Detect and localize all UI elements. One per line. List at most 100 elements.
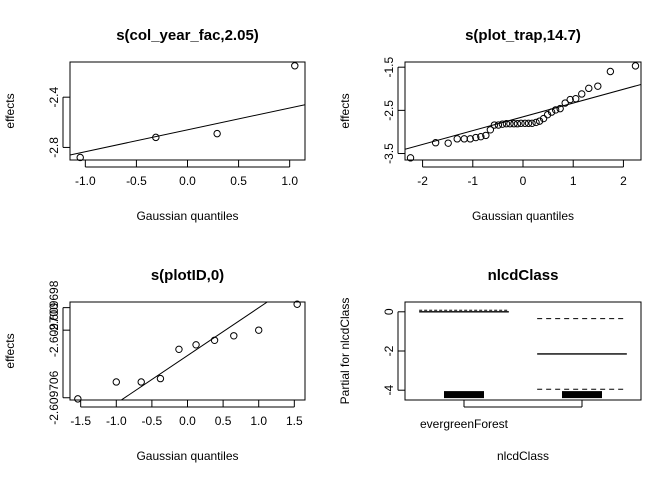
data-point (535, 117, 544, 125)
data-point (460, 135, 468, 143)
data-point (513, 120, 522, 128)
data-point (572, 94, 580, 103)
data-point (494, 121, 503, 129)
x-axis-label: Gaussian quantiles (472, 209, 574, 223)
x-tick-label: 2 (620, 174, 627, 188)
plot-frame (404, 61, 642, 161)
data-point (112, 378, 120, 386)
data-point (517, 119, 525, 128)
data-point (486, 126, 495, 134)
data-point (551, 106, 560, 114)
data-point (291, 62, 299, 70)
data-point (192, 341, 200, 349)
y-tick-label: -4 (382, 385, 396, 396)
y-tick-label: -1.5 (382, 57, 396, 78)
data-point (521, 119, 529, 128)
data-point (466, 135, 474, 143)
plot-frame (69, 301, 306, 401)
data-point (453, 135, 461, 143)
data-point (566, 95, 574, 104)
x-tick-label: -1 (467, 174, 478, 188)
data-point (482, 131, 490, 140)
data-point (472, 133, 480, 142)
data-point (477, 132, 485, 141)
qq-reference-line (405, 83, 641, 150)
x-axis-label: nlcdClass (497, 449, 549, 463)
data-point (76, 153, 84, 162)
data-point (490, 121, 499, 129)
y-axis-label: effects (3, 93, 17, 128)
x-tick-label: 1 (570, 174, 577, 188)
panel-col-year-fac: s(col_year_fac,2.05) Gaussian quantiles ef… (3, 27, 306, 223)
x-tick-label: -2 (417, 174, 428, 188)
y-tick-label: 0 (382, 308, 396, 315)
data-point (210, 336, 219, 344)
x-axis-label: Gaussian quantiles (136, 209, 238, 223)
x-tick-label: -1.5 (70, 414, 91, 428)
data-point (255, 326, 263, 334)
data-point (631, 62, 640, 70)
data-point (556, 104, 564, 113)
data-point (156, 374, 165, 383)
data-point (137, 378, 145, 386)
data-point (578, 90, 586, 98)
data-point (561, 99, 569, 107)
data-point (532, 118, 540, 127)
x-tick-label: -1.0 (75, 174, 96, 188)
data-point (585, 84, 593, 93)
x-tick-label: 0.0 (179, 414, 196, 428)
x-tick-label: 0 (520, 174, 527, 188)
panel-plot-id: s(plotID,0) Gaussian quantiles effects -1.5… (3, 267, 306, 463)
data-point (524, 119, 533, 128)
x-tick-label: 0.5 (230, 174, 247, 188)
data-point (74, 395, 82, 403)
plot-title: s(col_year_fac,2.05) (116, 27, 259, 44)
data-point (506, 120, 514, 128)
x-tick-label: 0.5 (215, 414, 232, 428)
plot-frame (69, 61, 306, 161)
y-axis-label: effects (338, 93, 352, 128)
x-tick-label: -0.5 (142, 414, 163, 428)
x-tick-label: evergreenForest (420, 417, 509, 431)
data-point (175, 345, 183, 354)
data-point (293, 300, 301, 308)
x-tick-label: 1.0 (281, 174, 298, 188)
y-tick-label: -2.609706 (47, 370, 61, 424)
y-tick-label: -2.609698 (47, 280, 61, 334)
plot-title: s(plotID,0) (151, 267, 224, 284)
y-axis-label: effects (3, 333, 17, 368)
panel-plot-trap: s(plot_trap,14.7) Gaussian quantiles effec… (338, 27, 642, 223)
data-point (528, 119, 536, 128)
x-axis-label: Gaussian quantiles (136, 449, 238, 463)
data-point (406, 154, 415, 162)
data-point (594, 82, 602, 90)
rug-mark (444, 391, 484, 399)
y-tick-label: -2.4 (47, 87, 61, 108)
data-point (444, 139, 452, 147)
data-point (547, 108, 556, 116)
qq-reference-line (120, 302, 268, 400)
qq-reference-line (70, 104, 305, 156)
y-tick-label: -3.5 (382, 143, 396, 164)
data-point (152, 133, 160, 142)
data-point (230, 332, 238, 340)
plot-title: nlcdClass (488, 267, 559, 284)
plot-title: s(plot_trap,14.7) (465, 27, 581, 44)
panel-nlcd-class: nlcdClass nlcdClass Partial for nlcdClass e… (338, 267, 642, 463)
data-point (539, 114, 548, 123)
x-tick-label: 1.5 (286, 414, 303, 428)
x-tick-label: 1.0 (250, 414, 267, 428)
data-point (606, 67, 615, 76)
x-tick-label: -0.5 (126, 174, 147, 188)
y-tick-label: -2.609700 (47, 303, 61, 357)
x-tick-label: -1.0 (106, 414, 127, 428)
y-tick-label: -2 (382, 345, 396, 356)
data-point (543, 110, 552, 119)
data-point (502, 120, 511, 128)
data-point (213, 129, 221, 138)
data-point (510, 120, 518, 128)
y-tick-label: -2.8 (47, 137, 61, 158)
plot-frame (404, 301, 642, 401)
rug-mark (562, 391, 602, 399)
